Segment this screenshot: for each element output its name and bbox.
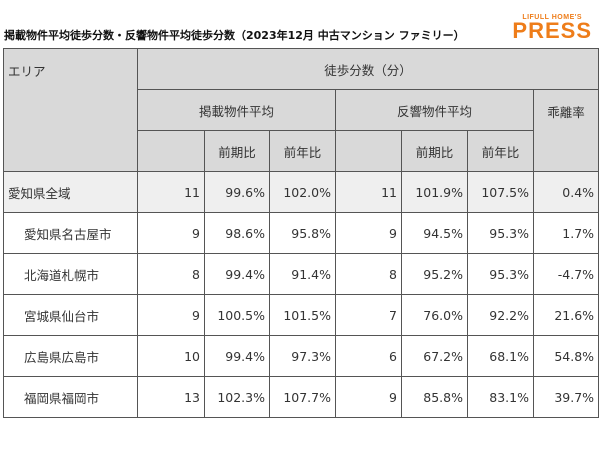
value-cell: 9	[335, 376, 402, 418]
sub-header: 前年比	[467, 130, 534, 172]
value-cell: 10	[137, 335, 205, 377]
value-cell: 83.1%	[467, 376, 534, 418]
data-row: 愛知県全域 11 99.6% 102.0% 11 101.9% 107.5% 0.4%	[3, 171, 600, 213]
value-cell: 98.6%	[204, 212, 270, 254]
value-cell: 39.7%	[532, 376, 600, 418]
value-cell: 95.3%	[467, 253, 534, 295]
value-cell: 95.3%	[467, 212, 534, 254]
area-cell: 愛知県名古屋市	[3, 212, 138, 254]
value-cell: 54.8%	[532, 335, 600, 377]
data-row: 宮城県仙台市 9 100.5% 101.5% 7 76.0% 92.2% 21.6%	[3, 294, 600, 336]
table-body: エリア 徒歩分数（分） 掲載物件平均 反響物件平均 乖離率 前期比 前年比 前期…	[3, 48, 600, 418]
value-cell: 68.1%	[467, 335, 534, 377]
value-cell: 85.8%	[401, 376, 468, 418]
gap-header: 乖離率	[532, 89, 600, 172]
logo-main: PRESS	[512, 18, 592, 43]
header-row: エリア 徒歩分数（分）	[3, 48, 600, 172]
title: 掲載物件平均徒歩分数・反響物件平均徒歩分数（2023年12月 中古マンション フ…	[4, 29, 465, 42]
area-cell: 広島県広島市	[3, 335, 138, 377]
area-header: エリア	[3, 48, 138, 172]
value-cell: 13	[137, 376, 205, 418]
header-row: 掲載物件平均 反響物件平均 乖離率	[4, 89, 600, 172]
area-cell: 愛知県全域	[3, 171, 138, 213]
header-row: 前期比 前年比 前期比 前年比	[4, 130, 599, 172]
value-cell: 102.3%	[204, 376, 270, 418]
value-cell: 76.0%	[401, 294, 468, 336]
value-cell: 9	[137, 212, 205, 254]
value-cell: -4.7%	[532, 253, 600, 295]
value-cell: 21.6%	[532, 294, 600, 336]
value-cell: 95.8%	[269, 212, 336, 254]
value-cell: 11	[335, 171, 402, 213]
value-cell: 6	[335, 335, 402, 377]
value-cell: 94.5%	[401, 212, 468, 254]
data-row: 北海道札幌市 8 99.4% 91.4% 8 95.2% 95.3% -4.7%	[3, 253, 600, 295]
walk-header: 徒歩分数（分）	[136, 48, 600, 90]
response-header: 反響物件平均	[335, 89, 534, 131]
value-cell: 11	[137, 171, 205, 213]
header-cell	[137, 130, 205, 172]
sub-header: 前期比	[204, 130, 270, 172]
value-cell: 9	[137, 294, 205, 336]
data-row: 福岡県福岡市 13 102.3% 107.7% 9 85.8% 83.1% 39.7%	[3, 376, 600, 418]
header-cell	[335, 130, 402, 172]
table: エリア 徒歩分数（分） 掲載物件平均 反響物件平均 乖離率 前期比 前年比 前期…	[3, 48, 600, 418]
value-cell: 101.9%	[401, 171, 468, 213]
value-cell: 95.2%	[401, 253, 468, 295]
value-cell: 99.4%	[204, 335, 270, 377]
value-cell: 8	[335, 253, 402, 295]
value-cell: 92.2%	[467, 294, 534, 336]
value-cell: 101.5%	[269, 294, 336, 336]
value-cell: 1.7%	[532, 212, 600, 254]
value-cell: 7	[335, 294, 402, 336]
value-cell: 0.4%	[532, 171, 600, 213]
listing-header: 掲載物件平均	[137, 89, 336, 131]
value-cell: 99.4%	[204, 253, 270, 295]
data-row: 愛知県名古屋市 9 98.6% 95.8% 9 94.5% 95.3% 1.7%	[3, 212, 600, 254]
value-cell: 107.5%	[467, 171, 534, 213]
area-cell: 北海道札幌市	[3, 253, 138, 295]
logo: LIFULL HOME'S PRESS	[512, 14, 592, 43]
area-cell: 福岡県福岡市	[3, 376, 138, 418]
value-cell: 67.2%	[401, 335, 468, 377]
value-cell: 102.0%	[269, 171, 336, 213]
value-cell: 97.3%	[269, 335, 336, 377]
value-cell: 99.6%	[204, 171, 270, 213]
data-row: 広島県広島市 10 99.4% 97.3% 6 67.2% 68.1% 54.8%	[3, 335, 600, 377]
sub-header: 前年比	[269, 130, 336, 172]
logo-top: LIFULL HOME'S	[522, 14, 583, 21]
value-cell: 8	[137, 253, 205, 295]
value-cell: 107.7%	[269, 376, 336, 418]
value-cell: 9	[335, 212, 402, 254]
value-cell: 91.4%	[269, 253, 336, 295]
area-cell: 宮城県仙台市	[3, 294, 138, 336]
sub-header: 前期比	[401, 130, 468, 172]
value-cell: 100.5%	[204, 294, 270, 336]
